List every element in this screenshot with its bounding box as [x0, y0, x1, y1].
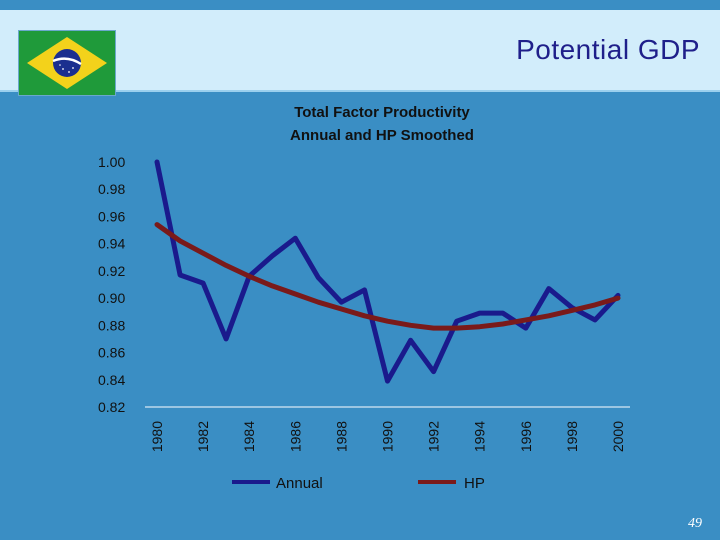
x-tick-label: 1992: [426, 421, 442, 452]
legend-label: HP: [464, 475, 485, 492]
legend-entry-annual: Annual: [232, 475, 323, 492]
top-stripe: [0, 0, 720, 10]
y-tick-label: 0.94: [98, 236, 125, 252]
header-band: [0, 10, 720, 92]
page-title: Potential GDP: [516, 34, 700, 65]
y-axis-ticks: 1.00 0.98 0.96 0.94 0.92 0.90 0.88 0.86 0.84 0.82: [98, 154, 125, 415]
chart-subtitle: Annual and HP Smoothed: [290, 127, 474, 144]
y-tick-label: 0.92: [98, 263, 125, 279]
x-tick-label: 1986: [287, 421, 303, 452]
page-number: 49: [688, 516, 702, 531]
y-tick-label: 0.82: [98, 399, 125, 415]
legend-label: Annual: [276, 475, 323, 492]
y-tick-label: 0.98: [98, 181, 125, 197]
annual-series-line: [154, 159, 621, 384]
x-tick-label: 2000: [610, 421, 626, 452]
series-lines: [154, 159, 621, 384]
x-tick-label: 1998: [564, 421, 580, 452]
legend-entry-hp: HP: [418, 475, 485, 492]
x-axis-ticks: 1980 1982 1984 1986 1988 1990 1992 1994 1996 1998…: [149, 421, 626, 452]
y-tick-label: 0.96: [98, 208, 125, 224]
x-tick-label: 1984: [241, 421, 257, 452]
x-tick-label: 1990: [380, 421, 396, 452]
brazil-flag-icon: [18, 30, 116, 96]
legend: Annual HP: [232, 475, 485, 492]
x-tick-label: 1982: [195, 421, 211, 452]
y-tick-label: 0.88: [98, 317, 125, 333]
x-tick-label: 1988: [333, 421, 349, 452]
y-tick-label: 0.86: [98, 345, 125, 361]
x-tick-label: 1994: [472, 421, 488, 452]
chart-title: Total Factor Productivity: [294, 104, 470, 121]
x-tick-label: 1980: [149, 421, 165, 452]
y-tick-label: 1.00: [98, 154, 125, 170]
x-tick-label: 1996: [518, 421, 534, 452]
y-tick-label: 0.90: [98, 290, 125, 306]
hp-series-line: [154, 222, 621, 331]
y-tick-label: 0.84: [98, 372, 125, 388]
